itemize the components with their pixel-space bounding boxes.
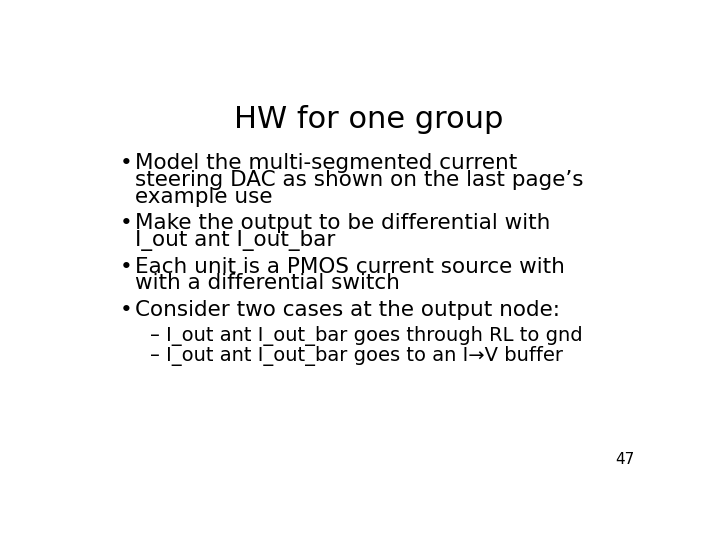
Text: with a differential switch: with a differential switch — [135, 273, 400, 293]
Text: example use: example use — [135, 187, 272, 207]
Text: •: • — [120, 300, 132, 320]
Text: I_out ant I_out_bar: I_out ant I_out_bar — [135, 231, 336, 251]
Text: Consider two cases at the output node:: Consider two cases at the output node: — [135, 300, 560, 320]
Text: •: • — [120, 256, 132, 276]
Text: •: • — [120, 213, 132, 233]
Text: – I_out ant I_out_bar goes to an I→V buffer: – I_out ant I_out_bar goes to an I→V buf… — [150, 346, 564, 366]
Text: – I_out ant I_out_bar goes through RL to gnd: – I_out ant I_out_bar goes through RL to… — [150, 326, 583, 346]
Text: Make the output to be differential with: Make the output to be differential with — [135, 213, 550, 233]
Text: Model the multi-segmented current: Model the multi-segmented current — [135, 153, 517, 173]
Text: steering DAC as shown on the last page’s: steering DAC as shown on the last page’s — [135, 170, 583, 190]
Text: Each unit is a PMOS current source with: Each unit is a PMOS current source with — [135, 256, 564, 276]
Text: 47: 47 — [615, 452, 634, 467]
Text: HW for one group: HW for one group — [234, 105, 504, 134]
Text: •: • — [120, 153, 132, 173]
